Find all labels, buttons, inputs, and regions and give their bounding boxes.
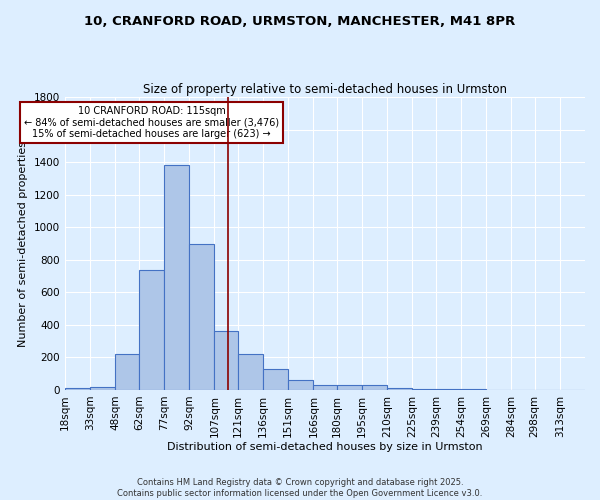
Text: Contains HM Land Registry data © Crown copyright and database right 2025.
Contai: Contains HM Land Registry data © Crown c… bbox=[118, 478, 482, 498]
Bar bbox=[288, 380, 313, 390]
Bar bbox=[91, 387, 115, 390]
Text: 10 CRANFORD ROAD: 115sqm
← 84% of semi-detached houses are smaller (3,476)
15% o: 10 CRANFORD ROAD: 115sqm ← 84% of semi-d… bbox=[24, 106, 279, 139]
Bar bbox=[238, 354, 263, 390]
Bar bbox=[139, 270, 164, 390]
Bar bbox=[313, 385, 337, 390]
Bar bbox=[263, 369, 288, 390]
Bar bbox=[65, 388, 91, 390]
Bar bbox=[412, 389, 436, 390]
Bar bbox=[362, 385, 387, 390]
Bar bbox=[337, 386, 362, 390]
Text: 10, CRANFORD ROAD, URMSTON, MANCHESTER, M41 8PR: 10, CRANFORD ROAD, URMSTON, MANCHESTER, … bbox=[85, 15, 515, 28]
Bar bbox=[164, 166, 189, 390]
Bar bbox=[115, 354, 139, 390]
X-axis label: Distribution of semi-detached houses by size in Urmston: Distribution of semi-detached houses by … bbox=[167, 442, 483, 452]
Bar bbox=[214, 332, 238, 390]
Y-axis label: Number of semi-detached properties: Number of semi-detached properties bbox=[19, 140, 28, 346]
Bar bbox=[387, 388, 412, 390]
Title: Size of property relative to semi-detached houses in Urmston: Size of property relative to semi-detach… bbox=[143, 83, 507, 96]
Bar bbox=[189, 244, 214, 390]
